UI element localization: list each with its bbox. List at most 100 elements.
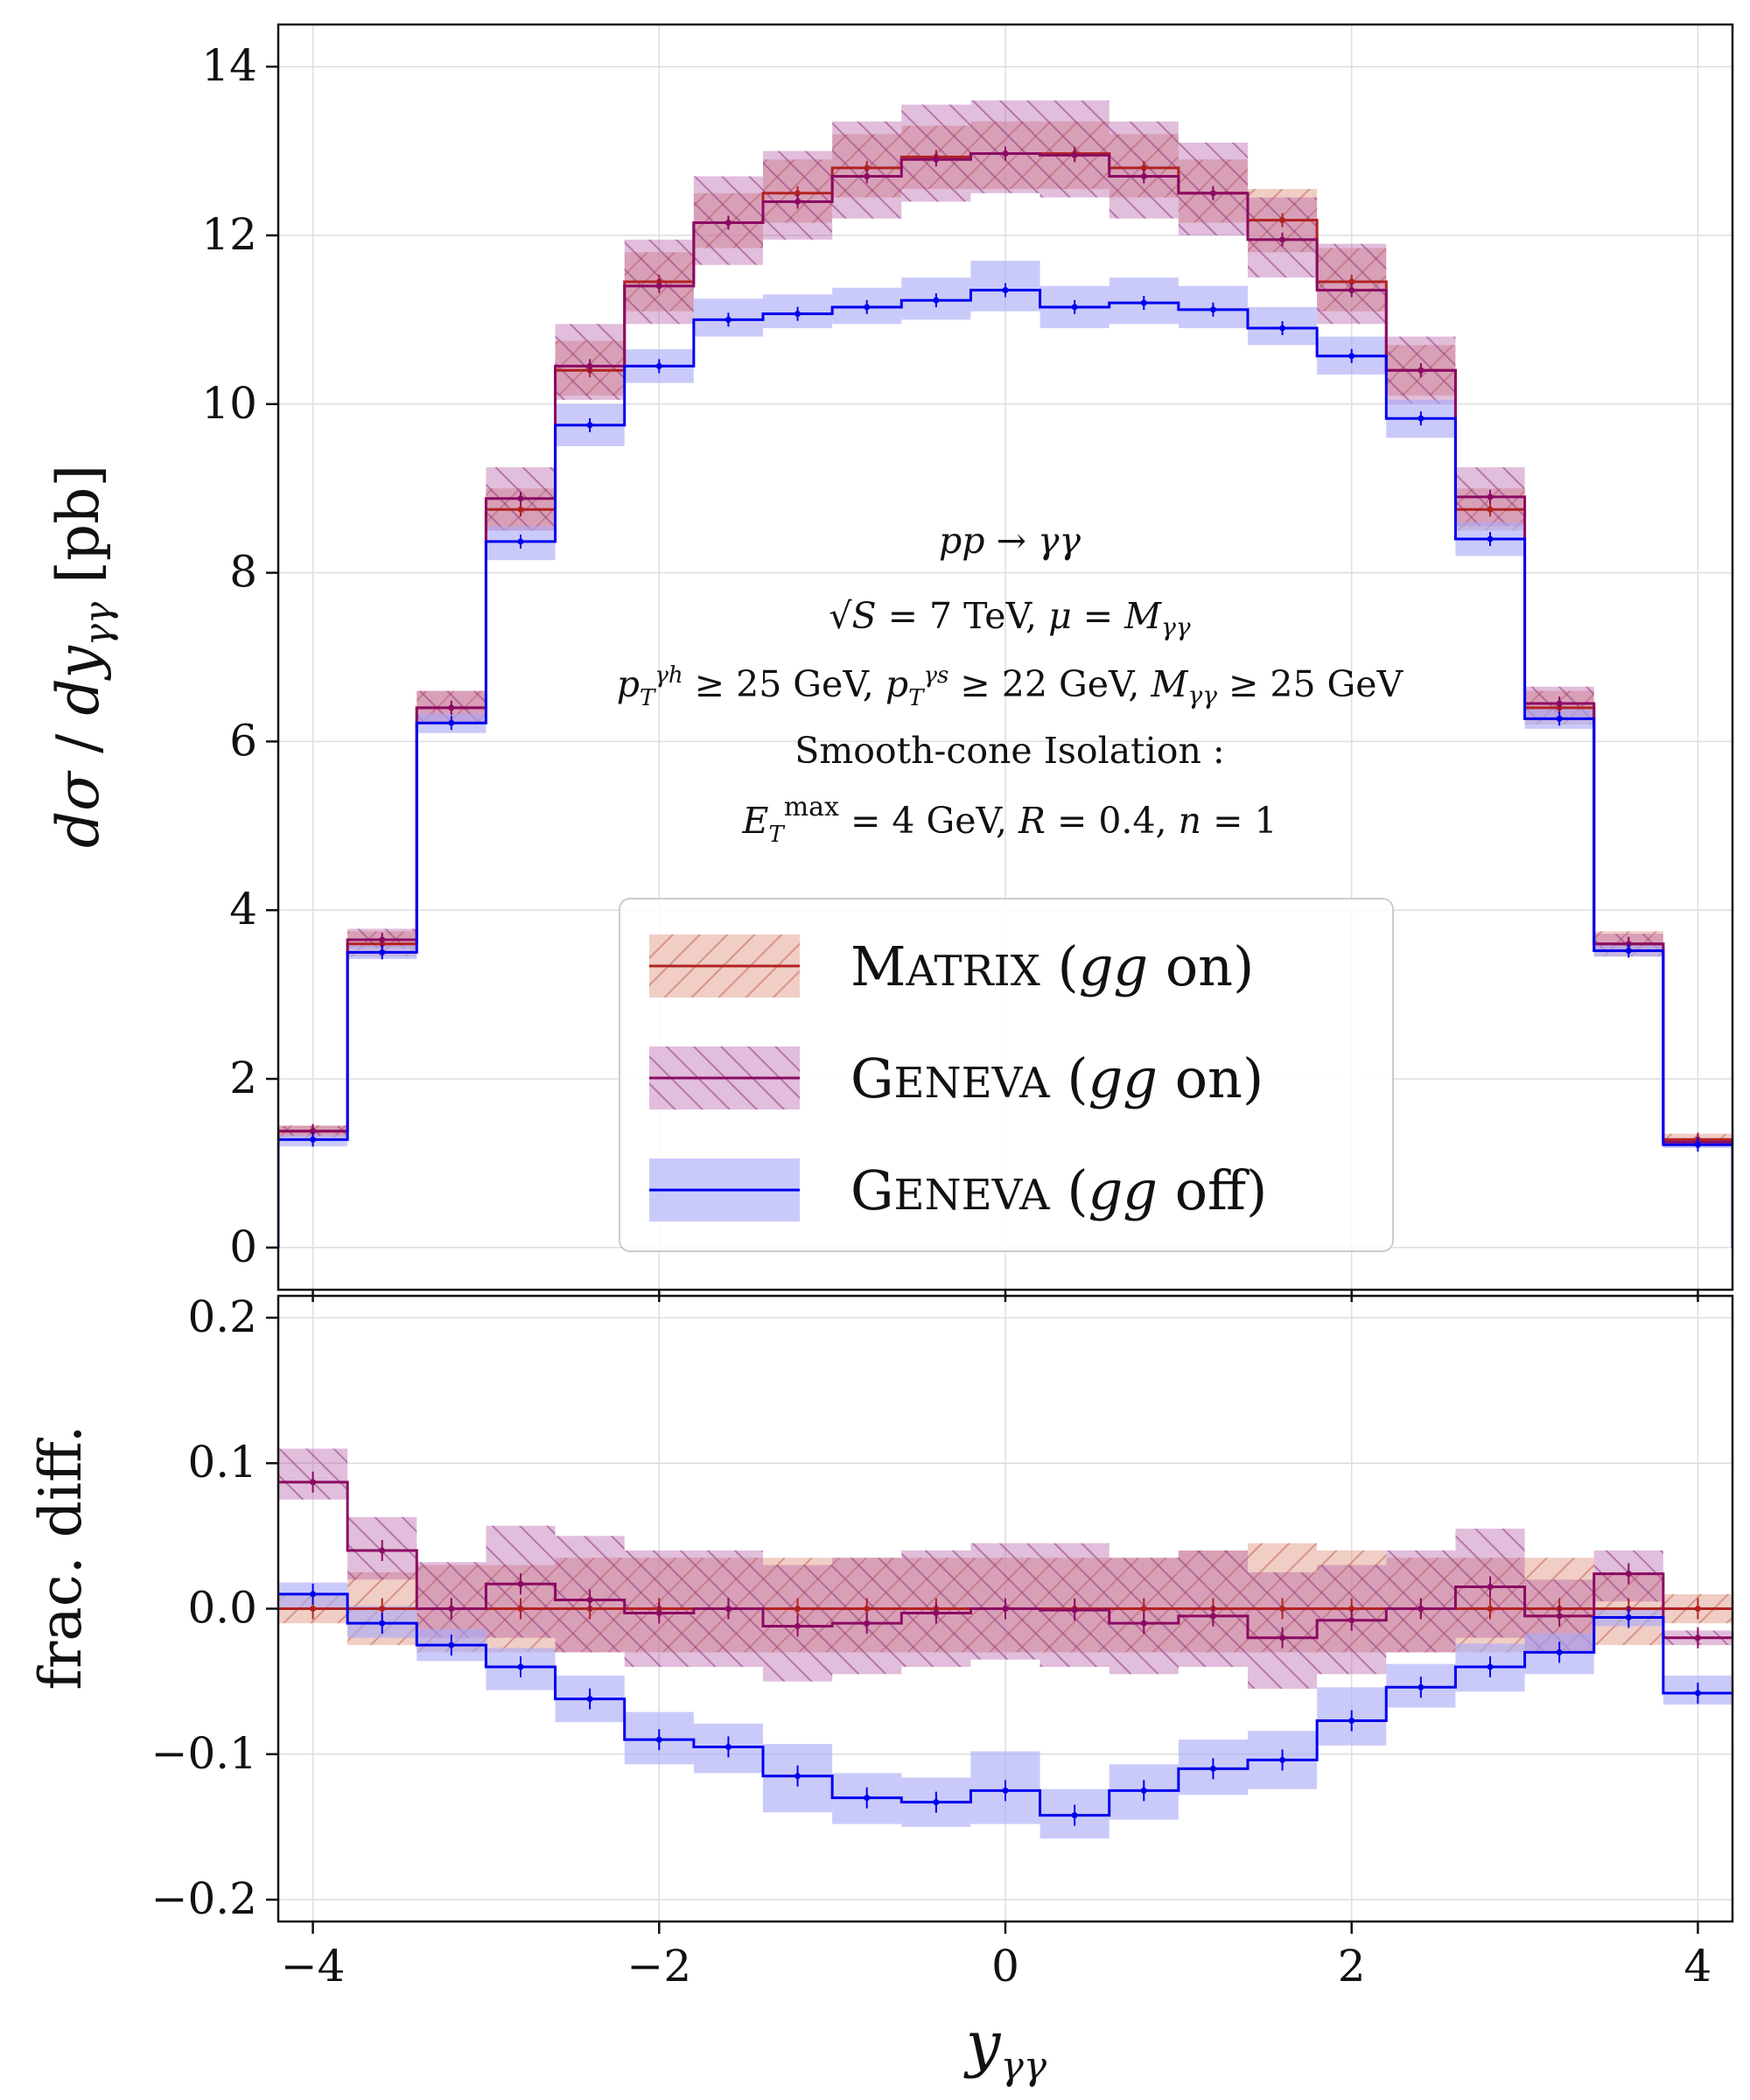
ratio-point-matrix [1487, 1606, 1494, 1612]
main-point-geneva-on [1279, 236, 1286, 243]
ratio-point-geneva-off [1556, 1648, 1563, 1656]
main-point-matrix [1140, 164, 1147, 172]
ratio-point-geneva-on [1418, 1606, 1424, 1612]
ratio-point-geneva-off [1348, 1718, 1355, 1725]
annotation-energy: √S = 7 TeV, μ = Mγγ [829, 595, 1191, 641]
main-point-geneva-off [864, 304, 871, 311]
ratio-point-geneva-off [1140, 1787, 1147, 1794]
main-point-geneva-off [1556, 715, 1563, 722]
ratio-point-geneva-off [655, 1736, 662, 1743]
ratio-point-geneva-off [794, 1773, 802, 1780]
ratio-x-tick-label: 2 [1338, 1941, 1366, 1992]
ratio-point-matrix [1694, 1606, 1701, 1612]
ratio-point-matrix [310, 1606, 317, 1612]
main-y-tick-label: 8 [229, 547, 257, 598]
ratio-x-tick-label: 0 [991, 1941, 1019, 1992]
main-point-matrix [1487, 506, 1494, 513]
ratio-point-matrix [379, 1606, 386, 1612]
main-point-geneva-off [1694, 1141, 1701, 1148]
ratio-point-matrix [1279, 1606, 1286, 1612]
ratio-point-geneva-on [1002, 1606, 1009, 1612]
main-y-tick-label: 10 [201, 378, 257, 429]
annotation-block: pp → γγ √S = 7 TeV, μ = Mγγ pTγh ≥ 25 Ge… [617, 520, 1404, 848]
main-point-matrix [864, 164, 871, 172]
main-point-geneva-on [586, 362, 593, 369]
ratio-point-geneva-on [724, 1606, 732, 1612]
main-point-geneva-off [379, 948, 386, 956]
main-point-geneva-off [1209, 306, 1216, 313]
main-point-geneva-on [1556, 700, 1563, 707]
ratio-point-geneva-off [1002, 1787, 1009, 1794]
ratio-point-geneva-off [1487, 1663, 1494, 1670]
ratio-y-tick-label: 0.0 [187, 1583, 257, 1634]
main-point-geneva-off [724, 316, 732, 323]
main-y-tick-label: 2 [229, 1053, 257, 1103]
main-point-geneva-on [517, 495, 524, 502]
main-point-geneva-on [794, 198, 802, 205]
main-point-geneva-off [1625, 947, 1632, 954]
main-point-geneva-off [933, 297, 940, 304]
ratio-point-geneva-off [448, 1642, 455, 1648]
ratio-point-geneva-on [864, 1620, 871, 1627]
main-point-geneva-on [1071, 151, 1078, 158]
ratio-y-tick-label: 0.1 [187, 1437, 257, 1488]
annotation-isolation: Smooth-cone Isolation : [794, 730, 1224, 772]
annotation-isolation-params: ETmax = 4 GeV, R = 0.4, n = 1 [741, 792, 1277, 848]
ratio-x-tick-label: −2 [626, 1941, 691, 1992]
ratio-point-geneva-on [1625, 1571, 1632, 1578]
ratio-point-geneva-off [1209, 1765, 1216, 1772]
main-point-geneva-on [1348, 287, 1355, 294]
legend-frame [619, 898, 1394, 1252]
ratio-point-geneva-on [1694, 1634, 1701, 1642]
ratio-point-geneva-on [1279, 1634, 1286, 1642]
main-point-geneva-off [586, 422, 593, 429]
ratio-y-tick-label: −0.1 [151, 1728, 257, 1779]
legend-label-geneva-off: GENEVA (gg off) [850, 1158, 1267, 1222]
main-point-geneva-off [655, 362, 662, 369]
ratio-point-geneva-off [1418, 1684, 1424, 1690]
ratio-point-geneva-on [1556, 1613, 1563, 1620]
main-point-geneva-on [448, 704, 455, 711]
annotation-cuts: pTγh ≥ 25 GeV, pTγs ≥ 22 GeV, Mγγ ≥ 25 G… [617, 662, 1404, 711]
ratio-x-axis-title: yγγ [963, 2008, 1047, 2089]
ratio-point-geneva-off [933, 1799, 940, 1806]
main-point-geneva-off [1487, 536, 1494, 542]
ratio-point-matrix [1348, 1606, 1355, 1612]
main-y-tick-label: 6 [229, 715, 257, 766]
main-y-tick-label: 12 [201, 209, 257, 260]
ratio-point-geneva-on [1487, 1584, 1494, 1591]
main-point-geneva-off [1002, 287, 1009, 294]
ratio-point-geneva-on [448, 1606, 455, 1612]
main-point-matrix [517, 506, 524, 513]
main-point-geneva-on [1209, 190, 1216, 197]
ratio-point-geneva-on [933, 1609, 940, 1616]
ratio-point-geneva-off [586, 1696, 593, 1703]
legend-label-matrix: MATRIX (gg on) [850, 934, 1254, 998]
main-point-geneva-off [1279, 325, 1286, 332]
main-point-geneva-off [1348, 353, 1355, 360]
main-point-geneva-on [864, 173, 871, 180]
ratio-point-geneva-on [1209, 1613, 1216, 1620]
main-point-geneva-on [1487, 494, 1494, 500]
main-point-geneva-off [448, 719, 455, 726]
ratio-point-matrix [1140, 1606, 1147, 1612]
ratio-point-geneva-off [1625, 1614, 1632, 1620]
ratio-point-geneva-on [655, 1609, 662, 1616]
main-point-geneva-on [655, 283, 662, 290]
ratio-point-geneva-on [586, 1597, 593, 1604]
ratio-point-geneva-off [310, 1591, 317, 1598]
main-point-matrix [1348, 278, 1355, 285]
ratio-point-geneva-off [1071, 1812, 1078, 1819]
ratio-point-geneva-off [517, 1663, 524, 1670]
ratio-x-tick-label: −4 [281, 1941, 346, 1992]
ratio-point-geneva-on [1140, 1620, 1147, 1627]
main-point-geneva-off [1418, 415, 1424, 422]
main-point-geneva-on [1002, 150, 1009, 157]
ratio-point-matrix [864, 1606, 871, 1612]
ratio-series [278, 1448, 1732, 1839]
ratio-y-tick-label: −0.2 [151, 1873, 257, 1924]
main-point-geneva-off [310, 1136, 317, 1143]
main-point-geneva-off [1071, 304, 1078, 311]
